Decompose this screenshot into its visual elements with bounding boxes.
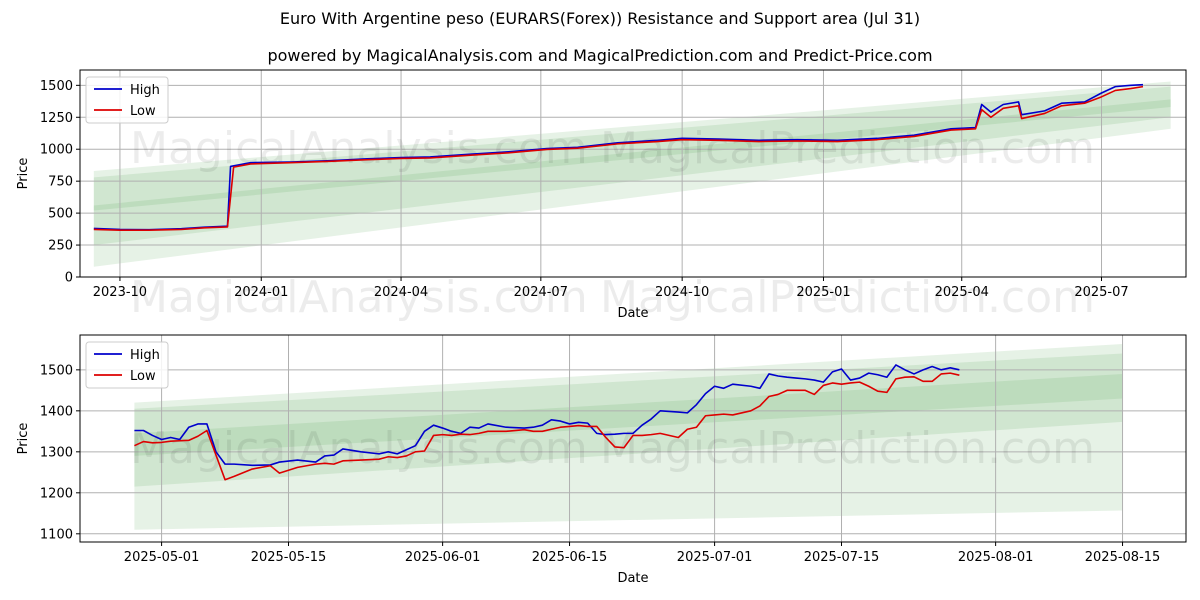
series-line-high	[134, 364, 960, 467]
y-tick-label: 1300	[40, 445, 73, 460]
x-tick-label: 2025-06-15	[532, 550, 608, 565]
y-tick-label: 0	[65, 271, 73, 286]
support-resistance-band	[93, 81, 1171, 267]
support-resistance-band	[134, 373, 1123, 456]
plot-frame	[79, 69, 1187, 278]
watermark: MagicalPrediction.com	[600, 123, 1095, 174]
x-tick: 2023-10	[93, 277, 147, 300]
x-tick-label: 2025-04	[935, 285, 989, 300]
legend: High Low	[85, 76, 169, 124]
x-tick: 2025-05-15	[251, 542, 327, 565]
y-tick: 250	[48, 239, 80, 254]
x-tick-label: 2025-07-01	[677, 550, 753, 565]
y-tick: 1100	[40, 527, 80, 542]
x-tick-label: 2025-05-01	[124, 550, 200, 565]
y-tick-label: 1500	[40, 363, 73, 378]
chart-title: Euro With Argentine peso (EURARS(Forex))…	[279, 9, 921, 28]
x-tick-label: 2024-10	[655, 285, 709, 300]
grid	[80, 335, 1186, 542]
y-axis-label: Price	[16, 158, 31, 190]
x-tick-label: 2025-07	[1074, 285, 1128, 300]
x-tick-label: 2025-08-15	[1085, 550, 1161, 565]
x-tick: 2024-04	[374, 277, 428, 300]
x-tick-label: 2025-05-15	[251, 550, 327, 565]
watermark: MagicalAnalysis.com	[130, 272, 588, 323]
y-tick: 1500	[40, 363, 80, 378]
legend-label-high: High	[130, 348, 160, 363]
x-tick-label: 2024-01	[234, 285, 288, 300]
x-axis-label: Date	[617, 306, 648, 321]
y-tick: 1200	[40, 486, 80, 501]
y-tick: 1250	[40, 111, 80, 126]
x-tick: 2024-01	[234, 277, 288, 300]
x-tick: 2024-10	[655, 277, 709, 300]
y-tick: 750	[48, 175, 80, 190]
y-tick-label: 1250	[40, 111, 73, 126]
y-tick-label: 1400	[40, 404, 73, 419]
support-resistance-band	[93, 86, 1171, 246]
x-tick-label: 2023-10	[93, 285, 147, 300]
series-line-high	[93, 83, 1144, 231]
y-tick-label: 250	[48, 239, 73, 254]
y-tick: 1000	[40, 143, 80, 158]
x-tick: 2025-04	[935, 277, 989, 300]
x-tick-label: 2024-04	[374, 285, 428, 300]
legend-label-low: Low	[130, 369, 156, 384]
x-tick: 2025-01	[796, 277, 851, 300]
x-tick-label: 2025-08-01	[958, 550, 1034, 565]
watermark: MagicalAnalysis.com	[130, 123, 588, 174]
x-tick-label: 2025-01	[796, 285, 850, 300]
watermark: MagicalPrediction.com	[600, 423, 1095, 474]
legend: High Low	[85, 341, 169, 389]
y-tick-label: 1000	[40, 143, 73, 158]
y-tick: 1400	[40, 404, 80, 419]
y-tick: 1300	[40, 445, 80, 460]
x-tick-label: 2025-06-01	[405, 550, 481, 565]
x-tick: 2025-06-15	[532, 542, 608, 565]
series-group	[134, 364, 960, 481]
x-axis-label: Date	[617, 571, 648, 586]
x-tick: 2025-06-01	[405, 542, 481, 565]
series-line-low	[134, 372, 960, 481]
x-tick: 2024-07	[514, 277, 568, 300]
y-tick-label: 750	[48, 175, 73, 190]
band-group	[93, 81, 1171, 267]
x-tick: 2025-05-01	[124, 542, 200, 565]
y-tick: 0	[65, 271, 80, 286]
x-tick: 2025-07-15	[804, 542, 880, 565]
series-line-low	[93, 85, 1144, 232]
y-tick-label: 1500	[40, 79, 73, 94]
legend-label-low: Low	[130, 104, 156, 119]
x-tick-label: 2024-07	[514, 285, 568, 300]
x-tick: 2025-08-15	[1085, 542, 1161, 565]
chart-panel-2: MagicalAnalysis.com MagicalPrediction.com…	[16, 334, 1187, 586]
plot-frame	[79, 334, 1187, 543]
support-resistance-band	[93, 99, 1171, 211]
series-group	[93, 83, 1144, 232]
chart-panel-1: MagicalAnalysis.com MagicalPrediction.com…	[16, 69, 1187, 323]
x-tick: 2025-07-01	[677, 542, 753, 565]
y-tick: 1500	[40, 79, 80, 94]
y-tick-label: 1100	[40, 527, 73, 542]
y-tick: 500	[48, 207, 80, 222]
y-tick-label: 500	[48, 207, 73, 222]
x-tick: 2025-08-01	[958, 542, 1034, 565]
y-axis-label: Price	[16, 423, 31, 455]
legend-label-high: High	[130, 83, 160, 98]
y-tick-label: 1200	[40, 486, 73, 501]
x-tick: 2025-07	[1074, 277, 1129, 300]
x-tick-label: 2025-07-15	[804, 550, 880, 565]
chart-subtitle: powered by MagicalAnalysis.com and Magic…	[267, 46, 933, 65]
